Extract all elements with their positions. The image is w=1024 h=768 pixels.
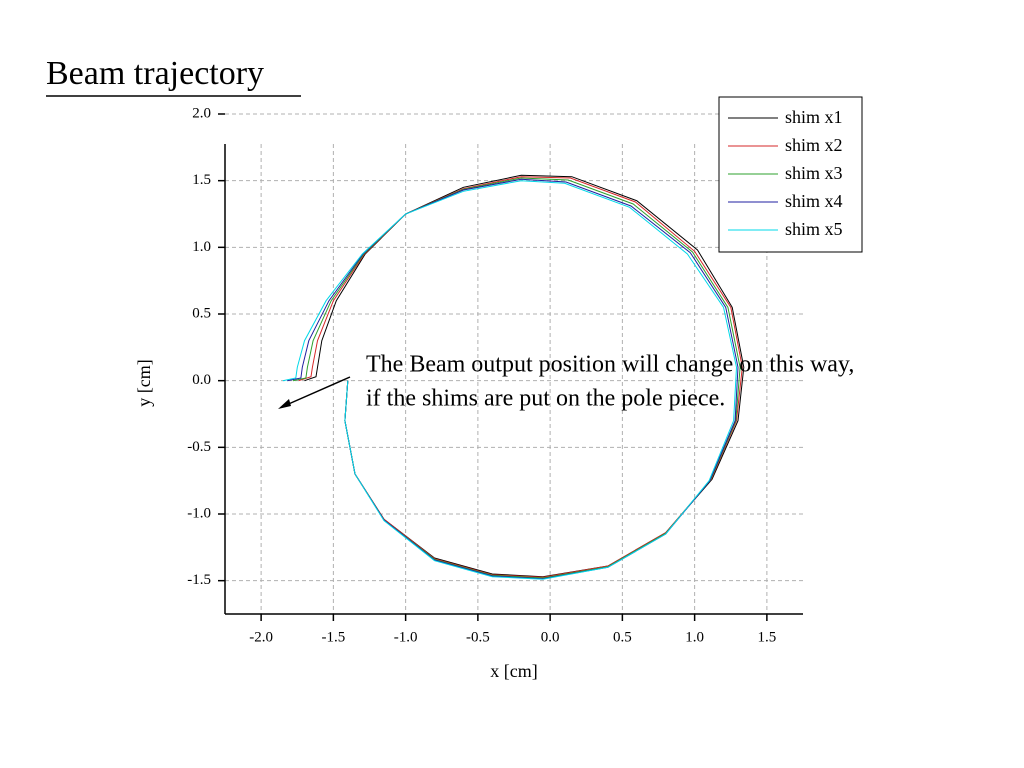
y-tick-label: 2.0	[192, 105, 211, 121]
trajectory-line	[282, 180, 738, 580]
x-tick-label: -1.5	[322, 629, 346, 645]
legend-label: shim x3	[785, 163, 843, 183]
legend-label: shim x1	[785, 107, 843, 127]
y-axis-label: y [cm]	[134, 359, 154, 406]
x-tick-label: 0.5	[613, 629, 632, 645]
trajectory-line	[287, 178, 739, 580]
y-tick-label: 0.5	[192, 305, 211, 321]
trajectory-line	[304, 174, 745, 578]
x-tick-label: 0.0	[541, 629, 560, 645]
y-tick-label: 1.5	[192, 172, 211, 188]
x-tick-label: -1.0	[394, 629, 418, 645]
y-tick-label: -0.5	[187, 439, 211, 455]
slide-title: Beam trajectory	[46, 55, 264, 92]
trajectory-line	[292, 177, 741, 579]
annotation: The Beam output position will change on …	[366, 352, 854, 378]
x-tick-label: -2.0	[249, 629, 273, 645]
x-axis-label: x [cm]	[490, 661, 537, 681]
y-tick-label: -1.0	[187, 505, 211, 521]
legend-label: shim x5	[785, 219, 843, 239]
annotation: if the shims are put on the pole piece.	[366, 386, 725, 412]
x-tick-label: -0.5	[466, 629, 490, 645]
legend-label: shim x2	[785, 135, 843, 155]
legend-label: shim x4	[785, 191, 843, 211]
x-tick-label: 1.0	[685, 629, 704, 645]
y-tick-label: 0.0	[192, 372, 211, 388]
y-tick-label: -1.5	[187, 572, 211, 588]
y-tick-label: 1.0	[192, 239, 211, 255]
annotation-arrow	[283, 376, 351, 407]
x-tick-label: 1.5	[758, 629, 777, 645]
arrow-head	[278, 399, 291, 409]
